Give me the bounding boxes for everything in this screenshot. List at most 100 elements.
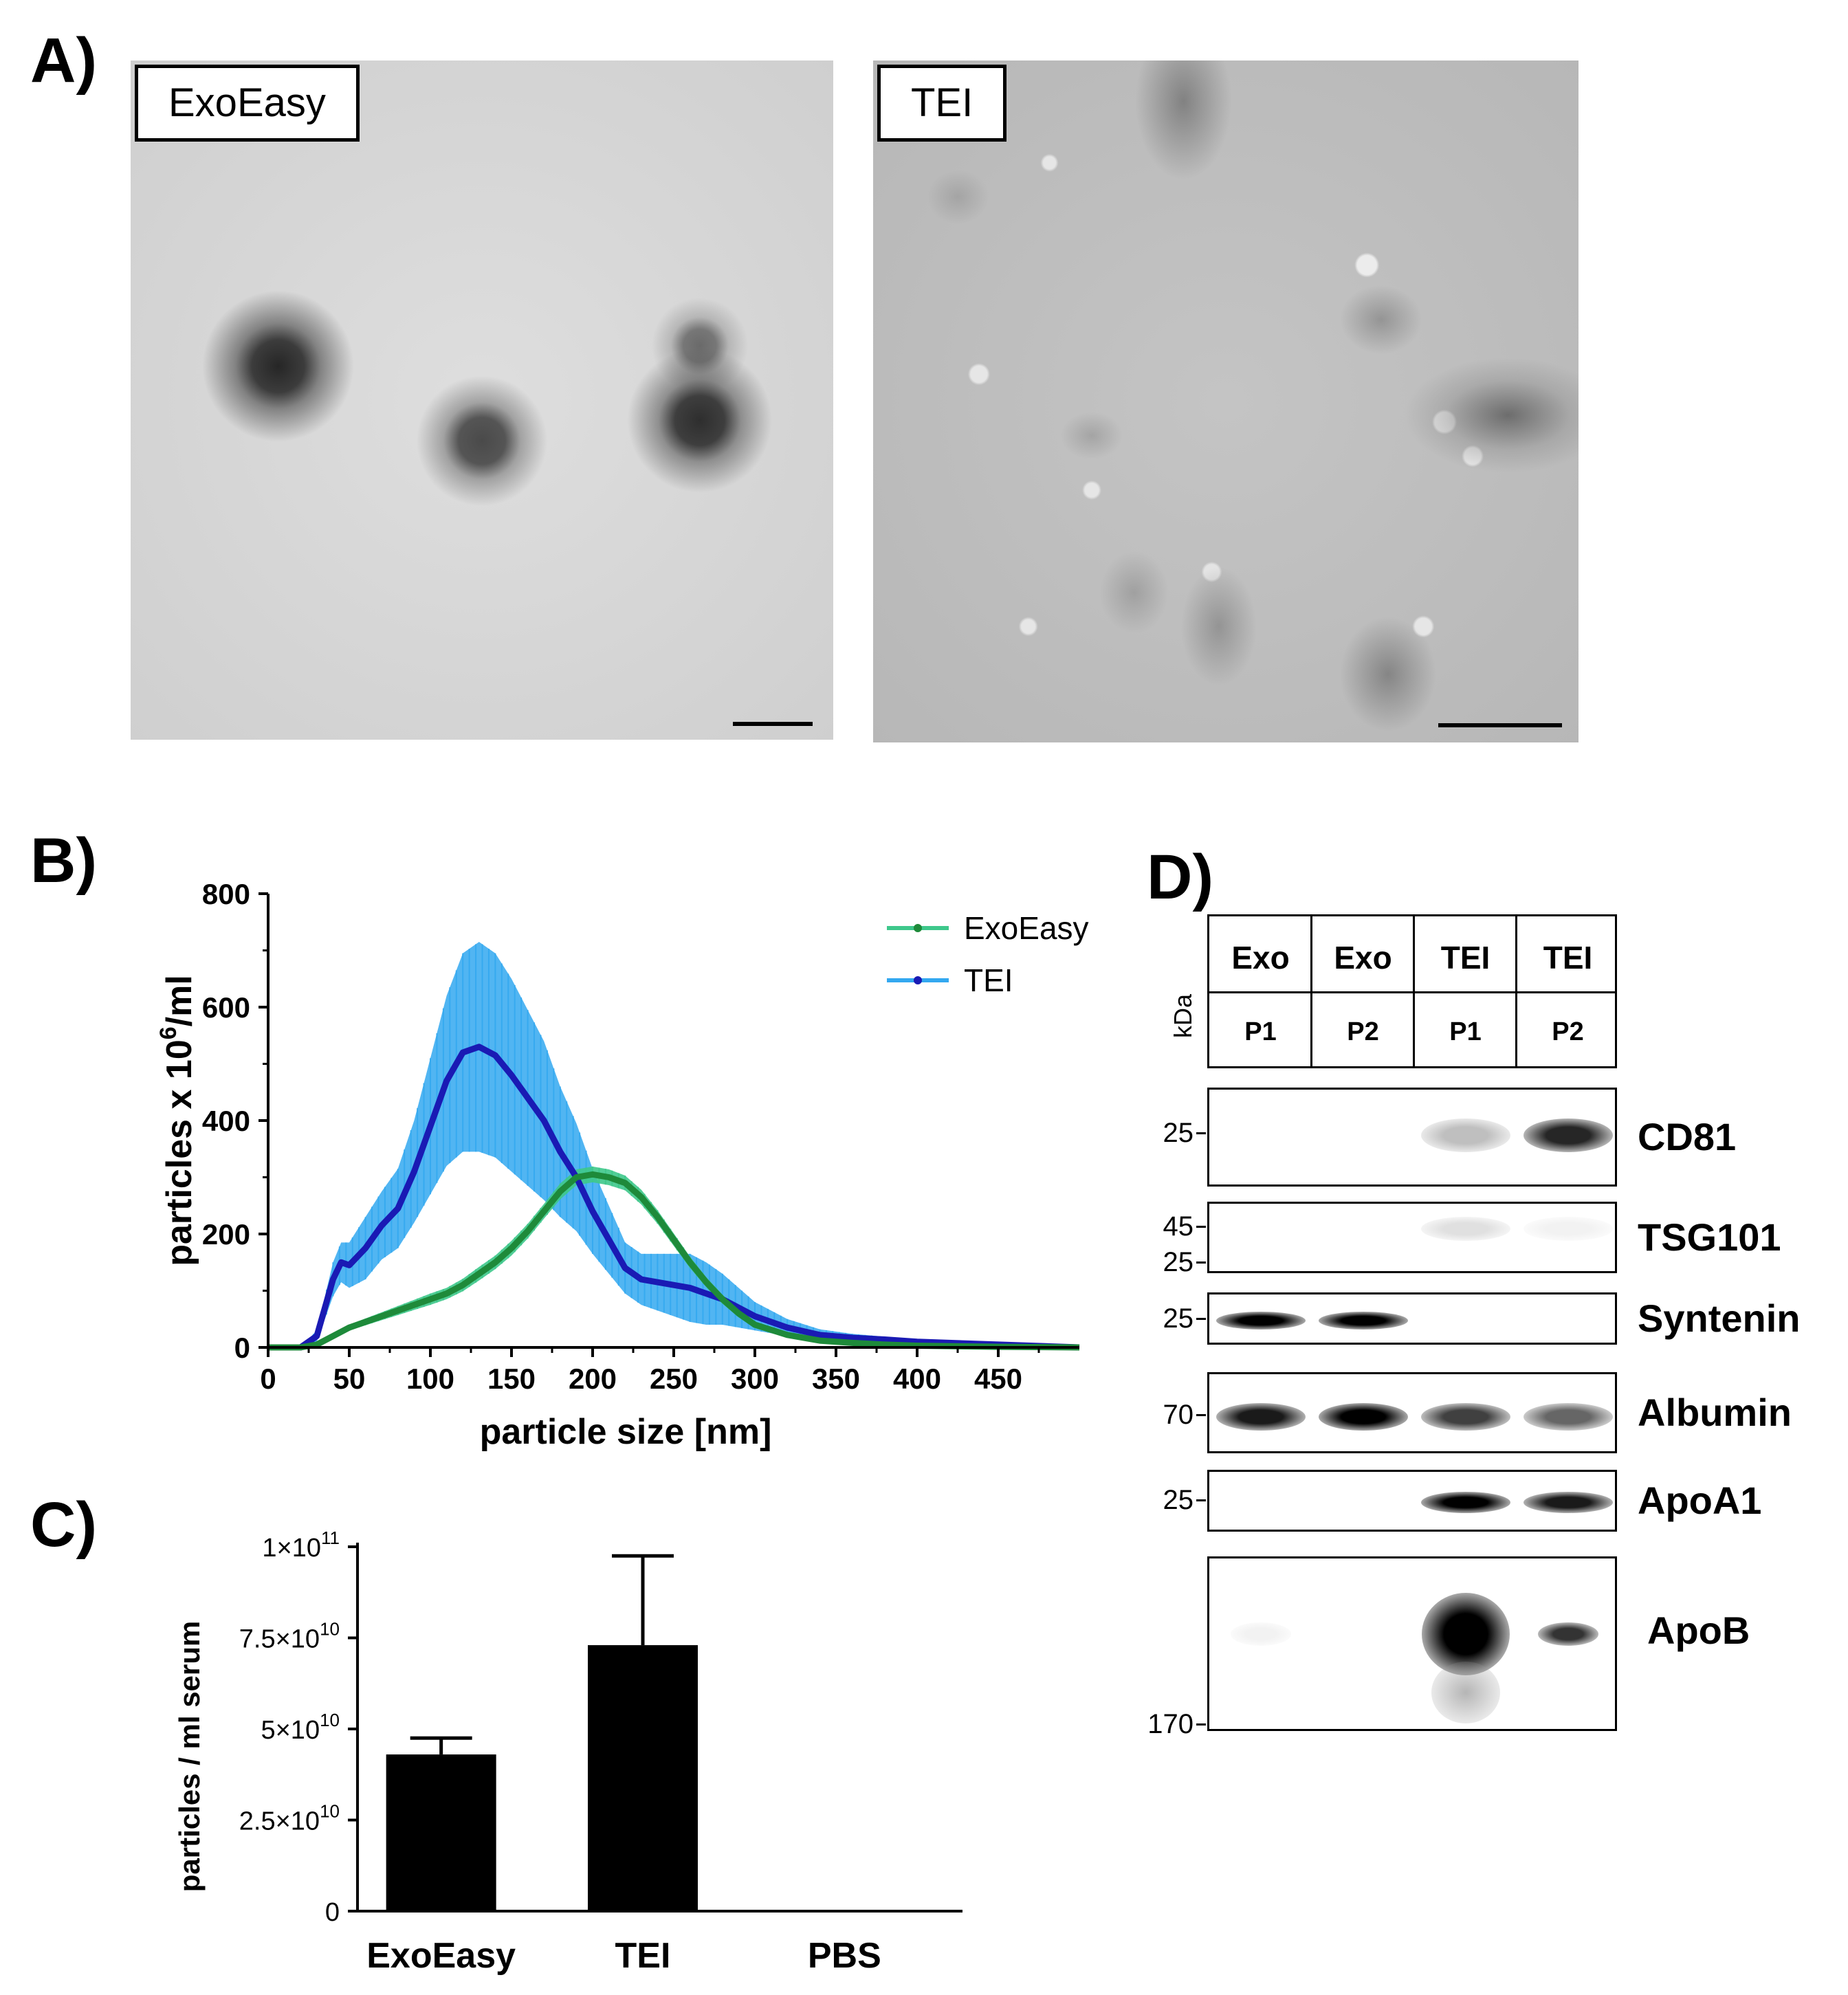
lane-pool-label: P2: [1347, 1017, 1379, 1046]
x-tick-label: 200: [569, 1363, 617, 1395]
y-tick-label-base: 0: [325, 1898, 340, 1927]
bar-tei: [588, 1645, 698, 1911]
x-tick-label: 250: [650, 1363, 698, 1395]
blot-band: [1420, 1403, 1510, 1431]
micrograph-exoeasy: ExoEasy: [131, 60, 833, 740]
protein-label: ApoB: [1647, 1609, 1750, 1652]
protein-label: TSG101: [1638, 1215, 1781, 1259]
y-tick-label: 2.5×1010: [239, 1801, 340, 1836]
series-line-exoeasy: [268, 1171, 1080, 1351]
lane-sample-label: Exo: [1334, 940, 1392, 976]
y-tick-label: 600: [202, 991, 250, 1024]
y-tick-label: 0: [325, 1898, 340, 1927]
y-tick-label-base: 2.5×10: [239, 1807, 320, 1836]
y-tick-label-exponent: 10: [320, 1710, 340, 1730]
y-tick-label-base: 7.5×10: [239, 1625, 320, 1654]
y-tick-label: 5×1010: [261, 1710, 340, 1745]
blot-syntenin: [1207, 1292, 1617, 1345]
x-tick-label: 450: [974, 1363, 1022, 1395]
y-tick-label: 200: [202, 1218, 250, 1250]
panel-d-letter: D): [1147, 842, 1214, 912]
western-blot: Exo P1 Exo P2 TEI P1 TEI P2 kDa CD81 25 TSG101 45 25 S…: [1128, 907, 1842, 1738]
blot-tsg101: [1207, 1202, 1617, 1273]
header-col-divider: [1413, 914, 1415, 1066]
lane-sample-label: Exo: [1231, 940, 1290, 976]
lane-pool-label: P1: [1244, 1017, 1277, 1046]
protein-label: CD81: [1638, 1115, 1737, 1158]
blot-cd81: [1207, 1088, 1617, 1187]
header-col-divider: [1310, 914, 1312, 1066]
y-axis-label-unit: /ml: [160, 975, 199, 1026]
micrograph-label-exoeasy: ExoEasy: [135, 65, 360, 142]
x-tick-label: 50: [333, 1363, 366, 1395]
scale-bar: [733, 722, 813, 726]
blot-apoa1: [1207, 1470, 1617, 1532]
size-distribution-chart: 0 200 400 600 800 0 50 100 150 200 250 300 350 400 450…: [155, 878, 1089, 1452]
micrograph-label-tei: TEI: [877, 65, 1007, 142]
blot-band: [1523, 1403, 1613, 1431]
mw-marker-label: 45: [1163, 1211, 1194, 1242]
category-label: TEI: [615, 1936, 671, 1976]
blot-smear: [1431, 1662, 1500, 1723]
blot-band: [1318, 1403, 1408, 1431]
mw-marker-tick: [1196, 1414, 1206, 1416]
y-tick-label: 0: [234, 1332, 250, 1364]
y-tick-label-exponent: 10: [320, 1619, 340, 1640]
mw-marker-tick: [1196, 1226, 1206, 1228]
mw-marker-tick: [1196, 1318, 1206, 1320]
y-axis-label: particles / ml serum: [173, 1621, 206, 1893]
y-tick-label: 400: [202, 1105, 250, 1137]
mw-marker-label: 25: [1163, 1247, 1194, 1277]
scale-bar: [1438, 723, 1562, 727]
blot-albumin: [1207, 1372, 1617, 1453]
blot-band: [1523, 1118, 1613, 1152]
mw-marker-tick: [1196, 1723, 1206, 1726]
blot-band: [1420, 1491, 1510, 1513]
error-band-tei: [268, 942, 1079, 1347]
x-tick-label: 400: [893, 1363, 941, 1395]
y-tick-label: 1×1011: [262, 1528, 340, 1563]
y-axis-label-exponent: 6: [155, 1026, 182, 1039]
blot-band: [1230, 1622, 1291, 1646]
lane-pool-label: P1: [1449, 1017, 1482, 1046]
panel-a-letter: A): [30, 25, 98, 96]
micrograph-tei: TEI: [873, 60, 1578, 742]
header-row-divider: [1209, 991, 1615, 993]
x-axis-label: particle size [nm]: [480, 1412, 772, 1452]
x-tick-label: 0: [260, 1363, 276, 1395]
blot-band: [1537, 1622, 1598, 1646]
header-col-divider: [1515, 914, 1517, 1066]
kda-label: kDa: [1169, 993, 1197, 1038]
legend-label: ExoEasy: [964, 910, 1089, 946]
category-label: ExoEasy: [366, 1936, 516, 1976]
lane-sample-label: TEI: [1440, 940, 1490, 976]
category-label: PBS: [808, 1936, 881, 1976]
protein-label: ApoA1: [1638, 1479, 1762, 1522]
blot-band: [1216, 1312, 1306, 1330]
y-tick-label: 7.5×1010: [239, 1619, 340, 1654]
protein-label: Syntenin: [1638, 1297, 1801, 1340]
series-line-tei: [268, 1044, 1080, 1351]
legend-swatch-marker: [914, 976, 922, 984]
x-tick-label: 150: [487, 1363, 536, 1395]
blot-band: [1420, 1216, 1510, 1241]
x-tick-label: 350: [812, 1363, 860, 1395]
mw-marker-tick: [1196, 1261, 1206, 1264]
legend-label: TEI: [964, 962, 1013, 998]
y-axis-label: particles x 106/ml: [155, 975, 199, 1266]
panel-c-letter: C): [30, 1490, 98, 1560]
y-axis-label-part: particles x 10: [160, 1039, 199, 1266]
lane-pool-label: P2: [1552, 1017, 1584, 1046]
mw-marker-tick: [1196, 1499, 1206, 1501]
blot-apob: [1207, 1556, 1617, 1731]
blot-band: [1318, 1312, 1408, 1330]
blot-band: [1523, 1491, 1613, 1513]
legend-swatch-marker: [914, 924, 922, 932]
y-tick-label-exponent: 11: [321, 1528, 340, 1548]
mw-marker-label: 25: [1163, 1485, 1194, 1515]
bar-exoeasy: [386, 1754, 496, 1911]
y-tick-label-base: 1×10: [262, 1534, 321, 1563]
lane-header-table: Exo P1 Exo P2 TEI P1 TEI P2: [1207, 914, 1617, 1068]
y-tick-label: 800: [202, 878, 250, 910]
mw-marker-label: 70: [1163, 1400, 1194, 1430]
